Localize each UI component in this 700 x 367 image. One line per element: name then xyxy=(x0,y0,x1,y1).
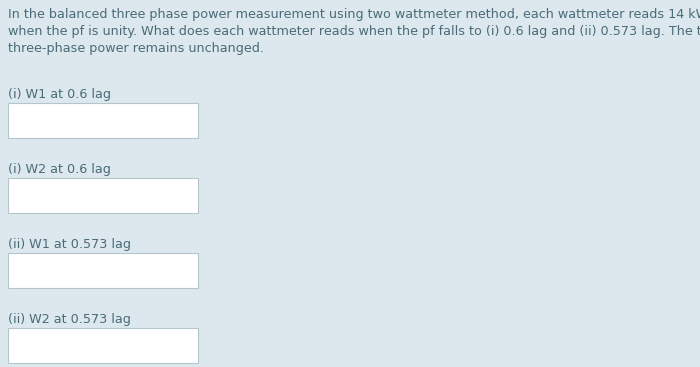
Text: (i) W1 at 0.6 lag: (i) W1 at 0.6 lag xyxy=(8,88,111,101)
Text: (i) W2 at 0.6 lag: (i) W2 at 0.6 lag xyxy=(8,163,111,176)
Text: In the balanced three phase power measurement using two wattmeter method, each w: In the balanced three phase power measur… xyxy=(8,8,700,21)
Bar xyxy=(8,253,198,288)
Bar xyxy=(8,103,198,138)
Text: (ii) W2 at 0.573 lag: (ii) W2 at 0.573 lag xyxy=(8,313,131,326)
Text: (ii) W1 at 0.573 lag: (ii) W1 at 0.573 lag xyxy=(8,238,131,251)
Text: three-phase power remains unchanged.: three-phase power remains unchanged. xyxy=(8,42,264,55)
Bar xyxy=(8,178,198,213)
Bar xyxy=(8,328,198,363)
Text: when the pf is unity. What does each wattmeter reads when the pf falls to (i) 0.: when the pf is unity. What does each wat… xyxy=(8,25,700,38)
